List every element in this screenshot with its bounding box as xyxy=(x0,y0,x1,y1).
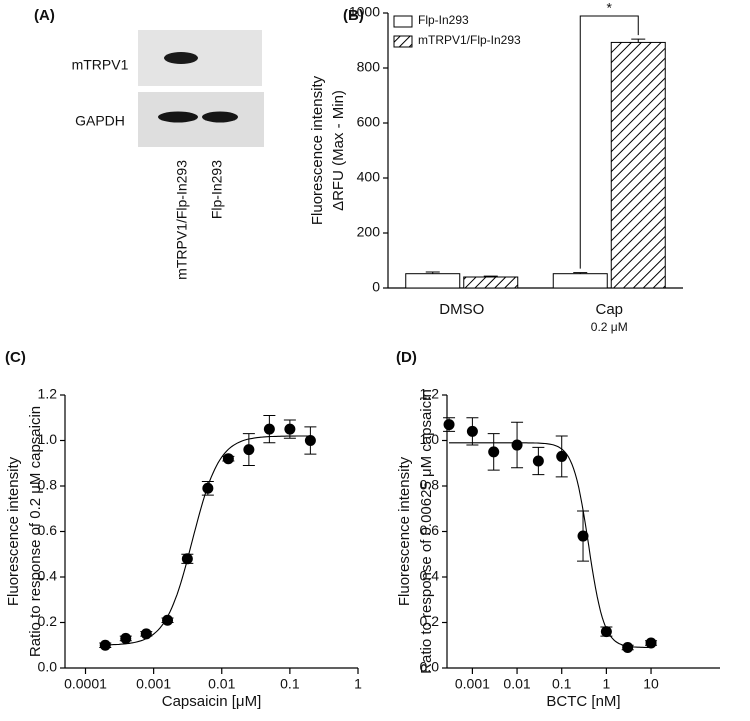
blot-lane-label: mTRPV1/Flp-In293 xyxy=(174,160,190,280)
fit-curve xyxy=(105,435,311,646)
x-tick-label: DMSO xyxy=(439,301,484,318)
data-point xyxy=(162,614,174,626)
panel-label: (D) xyxy=(396,349,417,366)
data-point xyxy=(120,632,132,644)
y-axis-label: Fluorescence intensity xyxy=(396,456,413,606)
y-axis-label: Ratio to response of 0.00625 μM capsaici… xyxy=(418,389,435,674)
y-tick-label: 0.8 xyxy=(420,477,440,493)
x-axis-label: Capsaicin [μM] xyxy=(162,693,262,710)
y-tick-label: 0.6 xyxy=(420,522,440,538)
error-bar xyxy=(631,38,646,43)
data-point xyxy=(304,435,316,446)
bar xyxy=(610,41,666,289)
y-tick-label: 1000 xyxy=(349,4,380,20)
blot-strip xyxy=(138,92,264,147)
y-tick-label: 0.0 xyxy=(38,659,58,675)
blot-band xyxy=(158,111,198,123)
blot-lane-label: Flp-In293 xyxy=(209,160,225,219)
blot-row-label: GAPDH xyxy=(75,113,125,129)
significance-bracket xyxy=(579,15,639,269)
blot-band xyxy=(202,111,238,123)
data-point xyxy=(577,530,589,542)
x-tick-label: Cap xyxy=(595,301,623,318)
data-point xyxy=(99,639,111,651)
bar xyxy=(405,273,461,289)
blot-band xyxy=(164,52,198,64)
x-tick-label: 1 xyxy=(354,676,362,692)
y-axis-label: Ratio to response of 0.2 μM capsaicin xyxy=(27,406,44,657)
category-note: 0.2 μM xyxy=(591,320,628,334)
y-tick-label: 0.0 xyxy=(420,659,440,675)
y-tick-label: 400 xyxy=(357,169,381,185)
y-axis-label: ΔRFU (Max - Min) xyxy=(330,90,347,211)
legend-swatch xyxy=(393,15,413,28)
blot-panel: (A) mTRPV1 GAPDH mTRPV1/Flp-In293 Flp-In… xyxy=(34,7,264,280)
data-point xyxy=(466,425,478,437)
data-point xyxy=(556,450,568,462)
y-tick-label: 800 xyxy=(357,59,381,75)
fit-curve xyxy=(449,442,652,649)
panel-label: (C) xyxy=(5,349,26,366)
y-axis-label: Fluorescence intensity xyxy=(5,456,22,606)
y-tick-label: 0 xyxy=(372,279,380,295)
x-tick-label: 0.001 xyxy=(455,676,490,692)
y-tick-label: 1.2 xyxy=(420,386,440,402)
blot-row-label: mTRPV1 xyxy=(72,57,129,73)
legend-swatch xyxy=(393,35,413,48)
y-tick-label: 0.2 xyxy=(38,613,58,629)
legend-label: mTRPV1/Flp-In293 xyxy=(418,33,521,47)
y-tick-label: 1.2 xyxy=(38,386,58,402)
x-tick-label: 10 xyxy=(643,676,659,692)
y-tick-label: 600 xyxy=(357,114,381,130)
data-point xyxy=(511,439,523,451)
data-point xyxy=(443,419,455,431)
y-tick-label: 0.4 xyxy=(38,568,58,584)
annotation: * xyxy=(607,0,613,16)
x-tick-label: 0.0001 xyxy=(64,676,107,692)
error-bar xyxy=(425,271,440,274)
data-point xyxy=(222,453,234,465)
data-point xyxy=(532,455,544,467)
panel-label: (A) xyxy=(34,7,55,24)
bar xyxy=(552,273,608,289)
x-tick-label: 1 xyxy=(602,676,610,692)
x-axis-label: BCTC [nM] xyxy=(546,693,620,710)
data-point xyxy=(243,444,255,456)
y-tick-label: 1.0 xyxy=(38,431,58,447)
x-tick-label: 0.1 xyxy=(552,676,572,692)
x-tick-label: 0.01 xyxy=(208,676,235,692)
y-tick-label: 200 xyxy=(357,224,381,240)
y-tick-label: 0.2 xyxy=(420,613,440,629)
bar xyxy=(463,276,519,289)
error-bar xyxy=(483,275,498,277)
x-tick-label: 0.1 xyxy=(280,676,300,692)
y-tick-label: 1.0 xyxy=(420,431,440,447)
data-point xyxy=(181,553,193,565)
error-bar xyxy=(573,272,588,274)
x-tick-label: 0.01 xyxy=(503,676,530,692)
legend-label: Flp-In293 xyxy=(418,13,469,27)
data-point xyxy=(284,423,296,435)
data-point xyxy=(140,628,152,640)
x-tick-label: 0.001 xyxy=(136,676,171,692)
data-point xyxy=(263,423,275,435)
blot-strip xyxy=(138,30,262,86)
data-point xyxy=(600,626,612,638)
data-point xyxy=(622,642,634,654)
data-point xyxy=(488,446,500,458)
data-point xyxy=(202,482,214,494)
panel-label: (B) xyxy=(343,7,364,24)
y-axis-label: Fluorescence intensity xyxy=(309,75,326,225)
y-tick-label: 0.6 xyxy=(38,522,58,538)
data-point xyxy=(645,637,657,649)
y-tick-label: 0.4 xyxy=(420,568,440,584)
y-tick-label: 0.8 xyxy=(38,477,58,493)
